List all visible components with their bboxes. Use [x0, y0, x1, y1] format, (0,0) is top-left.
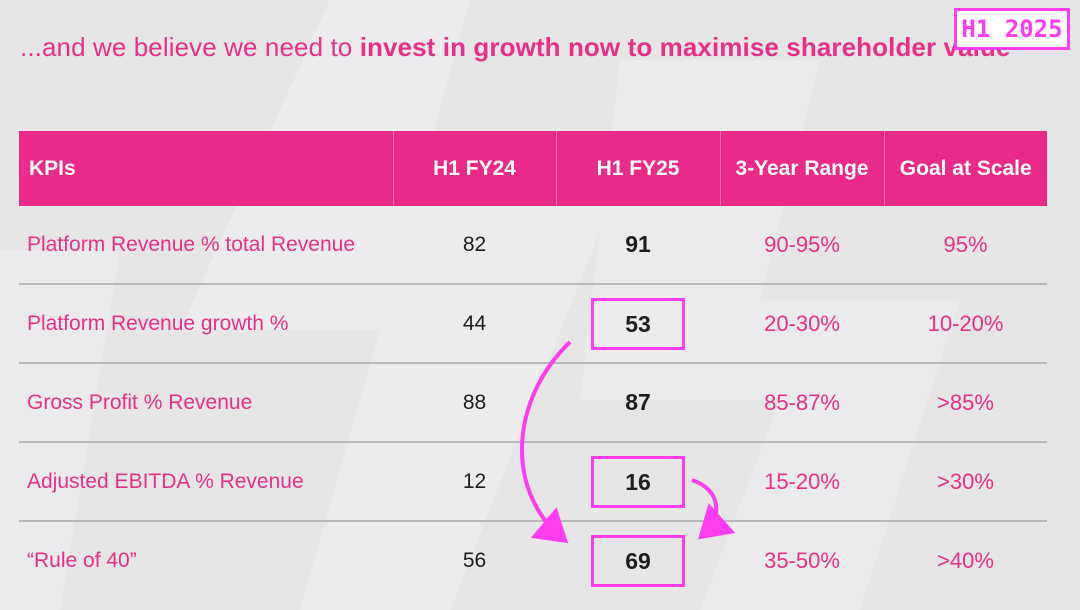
column-header-3-year-range: 3-Year Range: [720, 131, 885, 206]
h1-fy25-cell: 16: [556, 442, 720, 522]
goal-at-scale-value: >40%: [937, 547, 994, 573]
table-row: Platform Revenue growth % 44 53 20-30% 1…: [19, 284, 1047, 364]
three-year-range-value: 90-95%: [720, 206, 884, 285]
three-year-range-value: 35-50%: [764, 547, 840, 573]
column-header-h1-fy25: H1 FY25: [556, 131, 721, 206]
three-year-range-value: 85-87%: [720, 363, 884, 443]
goal-at-scale-value: >85%: [884, 363, 1047, 443]
period-badge: H1 2025: [954, 8, 1070, 50]
h1-fy24-value: 12: [393, 442, 556, 522]
kpi-name: Platform Revenue % total Revenue: [19, 206, 393, 285]
goal-at-scale-value: 10-20%: [884, 284, 1047, 364]
kpi-name: Gross Profit % Revenue: [19, 363, 393, 443]
highlight-box-rule-of-40: 69: [591, 534, 685, 587]
highlight-box-growth: 53: [591, 297, 685, 350]
h1-fy25-value: 91: [556, 206, 720, 285]
headline: ...and we believe we need to invest in g…: [20, 32, 1011, 63]
goal-at-scale-value: 95%: [884, 206, 1047, 285]
highlight-box-ebitda: 16: [591, 455, 685, 508]
h1-fy24-value: 82: [393, 206, 556, 285]
column-header-h1-fy24: H1 FY24: [393, 131, 557, 206]
table-row: Adjusted EBITDA % Revenue 12 16 15-20% >…: [19, 442, 1047, 522]
headline-emphasis: invest in growth now to maximise shareho…: [359, 32, 1011, 62]
h1-fy24-value: 88: [393, 363, 556, 443]
h1-fy24-value: 56: [462, 548, 487, 572]
kpi-name: Platform Revenue growth %: [19, 284, 393, 364]
h1-fy25-cell: 53: [556, 284, 720, 364]
h1-fy25-cell: 69: [556, 521, 720, 599]
table-header-row: KPIs H1 FY24 H1 FY25 3-Year Range Goal a…: [19, 131, 1047, 206]
column-header-goal-at-scale: Goal at Scale: [884, 131, 1047, 206]
table-row: Gross Profit % Revenue 88 87 85-87% >85%: [19, 363, 1047, 443]
goal-at-scale-value: >30%: [884, 442, 1047, 522]
table-row: “Rule of 40” 56 69 35-50% >40%: [19, 521, 1047, 599]
three-year-range-value: 20-30%: [720, 284, 884, 364]
kpi-name: Adjusted EBITDA % Revenue: [19, 442, 393, 522]
column-header-kpis: KPIs: [19, 131, 394, 206]
table-row: Platform Revenue % total Revenue 82 91 9…: [19, 206, 1047, 285]
h1-fy24-value: 44: [393, 284, 556, 364]
headline-prefix: ...and we believe we need to: [20, 32, 360, 62]
three-year-range-value: 15-20%: [720, 442, 884, 522]
kpi-table: KPIs H1 FY24 H1 FY25 3-Year Range Goal a…: [19, 131, 1047, 599]
h1-fy25-value: 87: [556, 363, 720, 443]
kpi-name: “Rule of 40”: [27, 548, 137, 572]
